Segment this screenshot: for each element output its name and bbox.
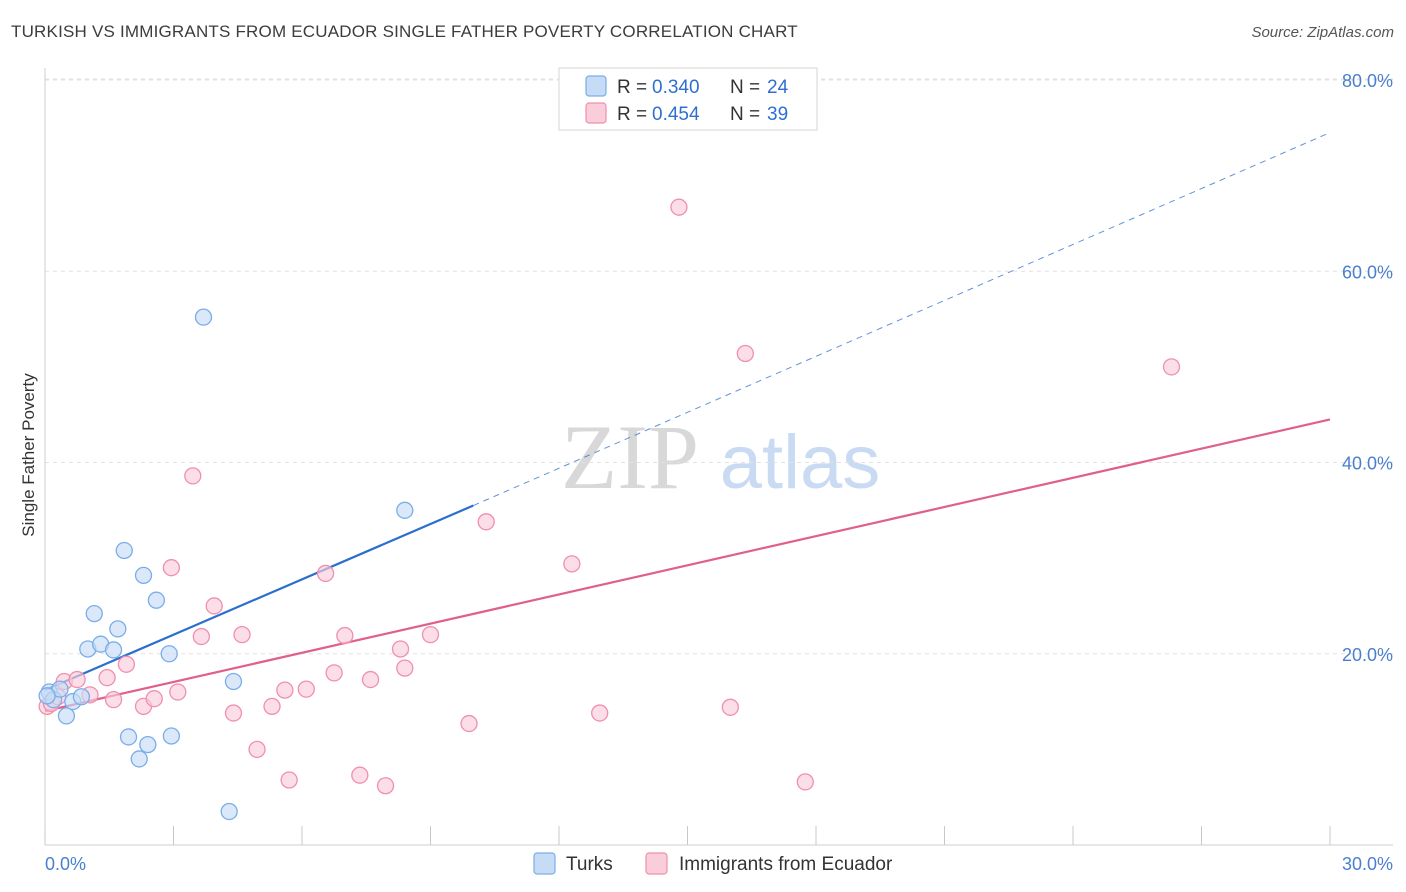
point-turks-21 (224, 672, 243, 691)
point-ecuador-31 (421, 625, 440, 644)
point-ecuador-40 (1162, 358, 1181, 376)
point-ecuador-6 (98, 669, 116, 687)
bottom-legend-swatch-turks (533, 852, 556, 875)
point-turks-16 (147, 591, 166, 609)
point-ecuador-26 (351, 766, 369, 784)
point-ecuador-38 (736, 344, 754, 363)
chart-source: Source: ZipAtlas.com (1251, 24, 1394, 41)
point-turks-12 (119, 728, 138, 746)
point-ecuador-25 (336, 626, 354, 645)
point-turks-5 (72, 688, 91, 706)
point-ecuador-28 (376, 777, 395, 795)
legend-r-value-1: 0.340 (652, 77, 700, 98)
trend-line-extension-turks (473, 132, 1331, 506)
point-ecuador-18 (248, 740, 266, 759)
legend-n-value-2: 39 (767, 104, 788, 125)
point-turks-10 (109, 620, 127, 638)
legend-n-label-1: N = (730, 77, 760, 98)
watermark: ZIP atlas (561, 406, 880, 508)
y-tick-label-20: 20.0% (1342, 645, 1393, 665)
point-ecuador-7 (104, 691, 123, 709)
x-tick-label-min: 0.0% (45, 854, 86, 874)
point-ecuador-32 (460, 714, 478, 733)
chart-title: TURKISH VS IMMIGRANTS FROM ECUADOR SINGL… (11, 22, 798, 41)
point-ecuador-33 (477, 513, 495, 531)
point-ecuador-14 (192, 627, 210, 646)
point-ecuador-23 (316, 564, 335, 583)
point-ecuador-15 (205, 597, 223, 615)
stats-legend: R = 0.340 N = 24 R = 0.454 N = 39 (558, 67, 818, 131)
point-turks-3 (57, 707, 76, 725)
point-turks-7 (85, 604, 103, 623)
point-ecuador-17 (233, 625, 251, 644)
point-ecuador-21 (280, 771, 298, 789)
point-ecuador-39 (796, 773, 814, 791)
trend-line-turks (44, 504, 474, 692)
point-ecuador-12 (169, 683, 187, 701)
y-axis-title: Single Father Poverty (19, 373, 38, 537)
data-points (38, 198, 1181, 821)
gridlines (45, 78, 1393, 655)
y-tick-label-80: 80.0% (1342, 71, 1393, 91)
point-ecuador-24 (325, 664, 343, 682)
point-turks-15 (139, 735, 157, 754)
x-tick-label-max: 30.0% (1342, 854, 1393, 874)
point-ecuador-29 (391, 640, 410, 658)
point-turks-17 (160, 645, 178, 663)
point-turks-9 (104, 641, 123, 659)
trend-lines (44, 132, 1331, 713)
point-turks-22 (396, 501, 414, 519)
axes (44, 68, 1393, 846)
watermark-zip: ZIP (561, 406, 699, 508)
point-ecuador-8 (117, 655, 136, 673)
legend-r-label-1: R = (617, 77, 647, 98)
point-turks-19 (194, 308, 213, 326)
point-ecuador-37 (721, 698, 739, 716)
point-ecuador-10 (145, 690, 163, 708)
y-tick-labels: 20.0% 40.0% 60.0% 80.0% (1342, 71, 1393, 665)
y-tick-label-40: 40.0% (1342, 454, 1393, 474)
point-ecuador-4 (68, 670, 86, 689)
point-turks-20 (220, 802, 238, 821)
legend-r-value-2: 0.454 (652, 104, 700, 125)
legend-r-label-2: R = (617, 104, 647, 125)
series-legend: Turks Immigrants from Ecuador (533, 852, 893, 875)
point-turks-23 (38, 687, 56, 705)
point-turks-13 (130, 750, 148, 768)
bottom-legend-label-turks: Turks (566, 854, 613, 875)
legend-swatch-turks (585, 75, 607, 97)
point-ecuador-16 (224, 704, 243, 722)
y-tick-label-60: 60.0% (1342, 262, 1393, 282)
point-turks-14 (134, 566, 153, 584)
point-ecuador-19 (263, 697, 281, 715)
point-ecuador-13 (184, 467, 202, 485)
legend-n-value-1: 24 (767, 77, 789, 98)
bottom-legend-label-ecuador: Immigrants from Ecuador (679, 854, 893, 875)
bottom-legend-swatch-ecuador (645, 852, 668, 875)
point-ecuador-36 (670, 198, 688, 216)
trend-line-ecuador (44, 418, 1331, 713)
point-turks-11 (115, 541, 133, 560)
point-ecuador-22 (297, 680, 315, 698)
point-ecuador-35 (591, 704, 609, 722)
legend-n-label-2: N = (730, 104, 760, 125)
point-ecuador-30 (396, 659, 414, 677)
point-ecuador-27 (361, 670, 380, 689)
point-ecuador-11 (162, 559, 181, 577)
point-ecuador-20 (276, 681, 294, 699)
point-turks-18 (162, 727, 181, 745)
legend-swatch-ecuador (585, 102, 607, 124)
point-ecuador-34 (563, 555, 581, 573)
